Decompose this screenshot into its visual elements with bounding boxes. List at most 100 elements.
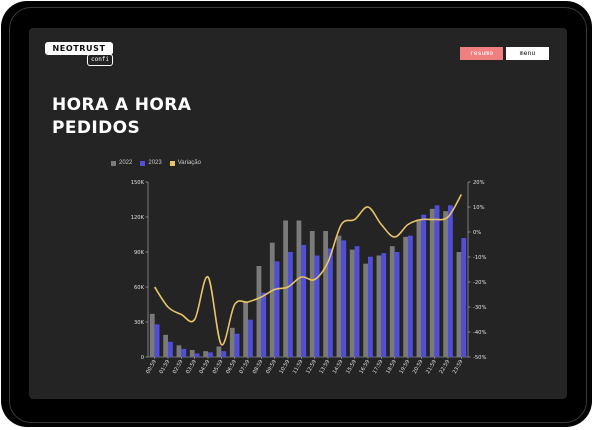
bar-2023 bbox=[354, 246, 360, 357]
y-tick-label-left: 90K bbox=[134, 250, 145, 256]
x-tick-label: 23:59 bbox=[452, 359, 465, 375]
y-tick-label-right: -10% bbox=[473, 255, 486, 261]
bar-2023 bbox=[248, 319, 253, 357]
legend-item-2023[interactable]: 2023 bbox=[140, 160, 162, 166]
bar-2022 bbox=[243, 302, 248, 357]
bar-2022 bbox=[336, 235, 342, 357]
bar-2023 bbox=[341, 240, 347, 357]
x-tick-label: 22:59 bbox=[439, 359, 452, 375]
bar-2022 bbox=[309, 231, 315, 357]
bar-2022 bbox=[176, 345, 182, 357]
bar-2022 bbox=[149, 313, 155, 357]
bar-2022 bbox=[283, 220, 288, 357]
y-tick-label-right: -30% bbox=[473, 305, 486, 311]
bar-2022 bbox=[403, 236, 408, 357]
bar-2023 bbox=[301, 245, 307, 357]
x-tick-label: 10:59 bbox=[279, 359, 292, 375]
logo-text: NEOTRUST bbox=[45, 42, 113, 55]
page-title-line1: HORA A HORA bbox=[52, 95, 192, 115]
bar-2023 bbox=[434, 205, 440, 357]
legend-label-2022: 2022 bbox=[119, 160, 133, 166]
x-tick-label: 05:59 bbox=[212, 359, 225, 375]
y-tick-label-right: 0% bbox=[473, 230, 481, 236]
x-tick-label: 07:59 bbox=[239, 359, 252, 375]
bar-2023 bbox=[234, 333, 240, 357]
page-title: HORA A HORA PEDIDOS bbox=[52, 94, 191, 140]
bar-2023 bbox=[208, 352, 213, 357]
bar-2022 bbox=[189, 350, 195, 357]
logo-subtext: confi bbox=[87, 54, 113, 66]
y-tick-label-right: -50% bbox=[473, 355, 486, 361]
x-tick-label: 16:59 bbox=[359, 359, 372, 375]
resumo-button[interactable]: resumo bbox=[460, 47, 503, 60]
x-tick-label: 02:59 bbox=[172, 359, 185, 375]
x-tick-label: 00:59 bbox=[145, 359, 158, 375]
x-tick-label: 18:59 bbox=[385, 359, 398, 375]
bar-2022 bbox=[163, 334, 168, 357]
x-tick-label: 06:59 bbox=[225, 359, 238, 375]
page-title-line2: PEDIDOS bbox=[52, 118, 141, 138]
bar-2023 bbox=[168, 341, 173, 357]
y-tick-label-right: -20% bbox=[473, 280, 486, 286]
bar-2022 bbox=[216, 346, 222, 357]
bar-2023 bbox=[421, 214, 427, 357]
x-tick-label: 08:59 bbox=[252, 359, 265, 375]
chart-legend: 2022 2023 Variação bbox=[111, 158, 201, 168]
y-tick-label-left: 30K bbox=[134, 320, 145, 326]
bar-2023 bbox=[328, 248, 333, 357]
legend-swatch-2022 bbox=[111, 160, 116, 166]
legend-swatch-variacao bbox=[169, 160, 175, 166]
hourly-orders-chart: 0 30K 60K 90K 120K 150K -50% -40% -30% -20% -10% 0%… bbox=[131, 180, 487, 375]
neotrust-logo[interactable]: NEOTRUST confi bbox=[45, 42, 113, 66]
y-tick-label-right: -40% bbox=[473, 330, 486, 336]
bar-2023 bbox=[261, 292, 267, 357]
bar-2022 bbox=[203, 351, 208, 357]
x-tick-label: 09:59 bbox=[265, 359, 278, 375]
x-tick-label: 12:59 bbox=[305, 359, 318, 375]
bar-2023 bbox=[274, 261, 280, 357]
bar-2022 bbox=[269, 242, 275, 357]
bar-2023 bbox=[181, 348, 187, 357]
dashboard-screen: NEOTRUST confi resumo menu HORA A HORA P… bbox=[29, 28, 567, 399]
bar-2023 bbox=[461, 238, 467, 357]
bar-2023 bbox=[288, 252, 293, 357]
bar-2022 bbox=[456, 252, 462, 357]
bar-2023 bbox=[408, 235, 413, 357]
y-tick-label-left: 0 bbox=[141, 355, 144, 361]
menu-button[interactable]: menu bbox=[506, 47, 549, 60]
bar-2022 bbox=[389, 246, 395, 357]
variacao-line bbox=[153, 194, 463, 346]
bar-2022 bbox=[323, 231, 328, 357]
x-tick-label: 14:59 bbox=[332, 359, 345, 375]
bar-2023 bbox=[448, 205, 453, 357]
bar-2022 bbox=[256, 266, 262, 357]
x-tick-label: 19:59 bbox=[399, 359, 412, 375]
bar-2022 bbox=[416, 219, 422, 357]
tablet-rim bbox=[9, 7, 587, 423]
y-tick-label-right: 20% bbox=[473, 180, 485, 186]
x-tick-label: 15:59 bbox=[345, 359, 358, 375]
bar-2022 bbox=[363, 263, 368, 357]
legend-item-2022[interactable]: 2022 bbox=[111, 160, 132, 166]
bar-2023 bbox=[221, 351, 227, 357]
bar-2023 bbox=[154, 324, 160, 357]
bar-2022 bbox=[443, 211, 448, 357]
y-tick-label-left: 150K bbox=[131, 180, 145, 186]
x-tick-label: 11:59 bbox=[292, 359, 305, 375]
x-tick-label: 03:59 bbox=[185, 359, 198, 375]
legend-label-2023: 2023 bbox=[148, 160, 162, 166]
bar-2023 bbox=[314, 255, 320, 357]
y-tick-label-left: 120K bbox=[131, 215, 145, 221]
bar-2022 bbox=[296, 220, 302, 357]
x-tick-label: 17:59 bbox=[372, 359, 385, 375]
bar-2022 bbox=[429, 208, 435, 357]
bar-2023 bbox=[194, 353, 200, 357]
legend-item-variacao[interactable]: Variação bbox=[169, 160, 201, 166]
bar-2023 bbox=[394, 252, 400, 357]
bar-2023 bbox=[368, 256, 373, 357]
bar-2023 bbox=[381, 253, 387, 357]
bar-2022 bbox=[376, 255, 382, 357]
x-tick-label: 04:59 bbox=[199, 359, 212, 375]
x-tick-label: 13:59 bbox=[319, 359, 332, 375]
